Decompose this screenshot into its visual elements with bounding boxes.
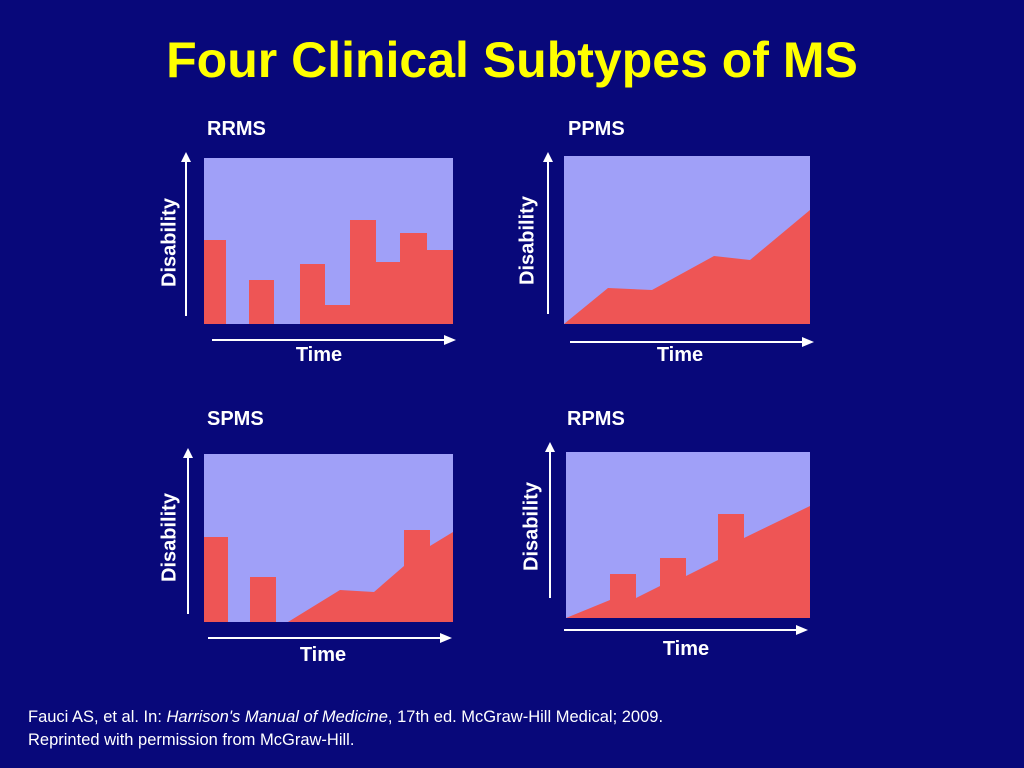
rpms-area xyxy=(566,506,810,618)
x-axis-label: Time xyxy=(295,344,343,366)
citation: Fauci AS, et al. In: Harrison's Manual o… xyxy=(28,706,663,752)
spms-area xyxy=(204,530,453,622)
y-axis-label: Disability xyxy=(158,198,181,287)
y-axis-label: Disability xyxy=(516,196,539,285)
x-axis-label: Time xyxy=(299,644,347,666)
y-axis-arrow xyxy=(181,152,191,316)
slide-title: Four Clinical Subtypes of MS xyxy=(166,32,858,88)
citation-book-title: Harrison's Manual of Medicine xyxy=(166,708,388,726)
y-axis-label: Disability xyxy=(158,493,181,582)
panel-spms: SPMS Disability Time xyxy=(150,408,470,668)
panel-rrms: RRMS Disability Time xyxy=(150,118,470,378)
citation-prefix: Fauci AS, et al. In: xyxy=(28,708,167,726)
x-axis-arrow xyxy=(564,625,808,635)
x-axis-label: Time xyxy=(662,638,710,660)
citation-line-1: Fauci AS, et al. In: Harrison's Manual o… xyxy=(28,706,663,729)
plot-ppms xyxy=(564,156,810,324)
panel-label-spms: SPMS xyxy=(207,408,264,430)
plot-rrms xyxy=(204,158,453,324)
rrms-area xyxy=(204,220,453,324)
panel-label-rrms: RRMS xyxy=(207,118,266,140)
plot-spms xyxy=(204,454,453,622)
x-axis-arrow xyxy=(212,335,456,345)
x-axis-label: Time xyxy=(656,344,704,366)
panel-label-ppms: PPMS xyxy=(568,118,625,140)
plot-rpms xyxy=(566,452,810,618)
x-axis-arrow xyxy=(570,337,814,347)
citation-line-2: Reprinted with permission from McGraw-Hi… xyxy=(28,731,355,749)
y-axis-arrow xyxy=(543,152,553,314)
panel-ppms: PPMS Disability Time xyxy=(510,118,830,378)
panel-label-rpms: RPMS xyxy=(567,408,625,430)
x-axis-arrow xyxy=(208,633,452,643)
citation-suffix: , 17th ed. McGraw-Hill Medical; 2009. xyxy=(387,708,664,726)
y-axis-arrow xyxy=(183,448,193,614)
ppms-area xyxy=(564,210,810,324)
y-axis-label: Disability xyxy=(520,482,543,571)
panel-rpms: RPMS Disability Time xyxy=(510,408,830,668)
y-axis-arrow xyxy=(545,442,555,598)
